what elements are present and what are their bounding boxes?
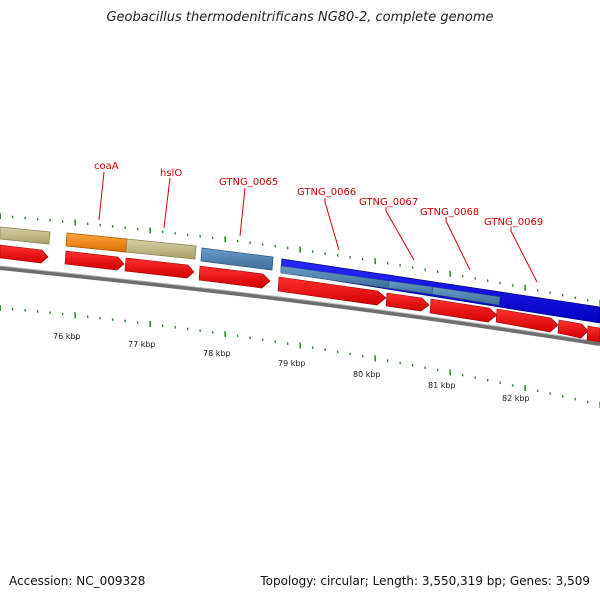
feature-GTNG-0065 xyxy=(200,247,274,271)
cds-arrow xyxy=(64,250,125,271)
kbp-label: 81 kbp xyxy=(428,381,456,390)
kbp-labels: 76 kbp 77 kbp 78 kbp 79 kbp 80 kbp 81 kb… xyxy=(53,332,530,403)
feature-GTNG-0068 xyxy=(431,286,501,306)
cds-arrow xyxy=(124,257,195,279)
cds-arrow xyxy=(385,292,430,312)
gene-label-hslO: hslO xyxy=(160,168,182,179)
gene-label-GTNG-0069: GTNG_0069 xyxy=(484,217,543,228)
gene-label-GTNG-0065: GTNG_0065 xyxy=(219,177,278,188)
map-title: Geobacillus thermodenitrificans NG80-2, … xyxy=(106,10,494,25)
gene-label-coaA: coaA xyxy=(94,161,119,172)
cds-arrow xyxy=(429,298,498,323)
gene-label-GTNG-0068: GTNG_0068 xyxy=(420,207,479,218)
inner-tick-ring xyxy=(0,304,600,409)
kbp-label: 77 kbp xyxy=(128,340,156,349)
feature-hslO xyxy=(125,238,197,260)
feature-coaA xyxy=(65,232,128,253)
kbp-label: 78 kbp xyxy=(203,349,231,358)
cds-arrow xyxy=(586,325,600,343)
gene-labels: coaA hslO GTNG_0065 GTNG_0066 GTNG_0067 … xyxy=(94,161,543,283)
backbone xyxy=(0,265,600,346)
gene-label-GTNG-0066: GTNG_0066 xyxy=(297,187,356,198)
cds-arrow xyxy=(0,244,49,264)
accession-label: Accession: NC_009328 xyxy=(9,574,146,588)
kbp-label: 82 kbp xyxy=(502,394,530,403)
kbp-label: 80 kbp xyxy=(353,370,381,379)
gene-label-GTNG-0067: GTNG_0067 xyxy=(359,197,418,208)
cds-arrow xyxy=(198,265,271,289)
genome-summary: Topology: circular; Length: 3,550,319 bp… xyxy=(260,574,590,588)
feature-khaki-left xyxy=(0,226,51,245)
cds-arrow xyxy=(495,308,559,333)
forward-strand-features xyxy=(0,226,600,324)
kbp-label: 76 kbp xyxy=(53,332,81,341)
kbp-label: 79 kbp xyxy=(278,359,306,368)
cds-arrows xyxy=(0,244,600,343)
cds-arrow xyxy=(277,276,387,306)
cds-arrow xyxy=(557,319,589,339)
outer-tick-ring xyxy=(0,212,600,307)
